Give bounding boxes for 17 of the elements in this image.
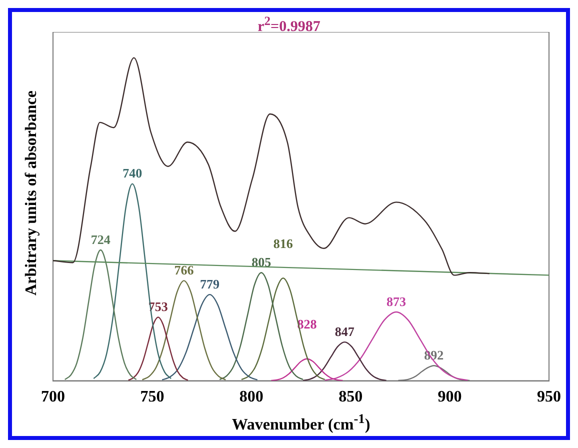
annotation: 779	[200, 276, 220, 292]
chart-title: r$^{2}$=0.9987	[256, 14, 322, 36]
annotation: 847	[334, 324, 355, 339]
x-tick-label: 700	[41, 388, 65, 406]
x-tick-label: 800	[239, 388, 264, 406]
x-tick-label: 750	[140, 388, 164, 406]
x-tick-label: 950	[537, 388, 561, 406]
y-axis-title: Arbitrary units of absorbance	[23, 90, 41, 298]
x-tick-label: 850	[338, 388, 363, 406]
x-tick-label: 900	[438, 388, 462, 406]
annotation: 740	[122, 166, 142, 181]
annotation: 816	[273, 236, 294, 251]
annotation: 766	[174, 262, 194, 278]
annotation: 873	[386, 294, 406, 309]
annotation: 805	[252, 254, 272, 270]
x-axis-title: Wavenumber (cm$^{-1}$)	[230, 410, 372, 434]
annotation: 724	[90, 232, 111, 247]
